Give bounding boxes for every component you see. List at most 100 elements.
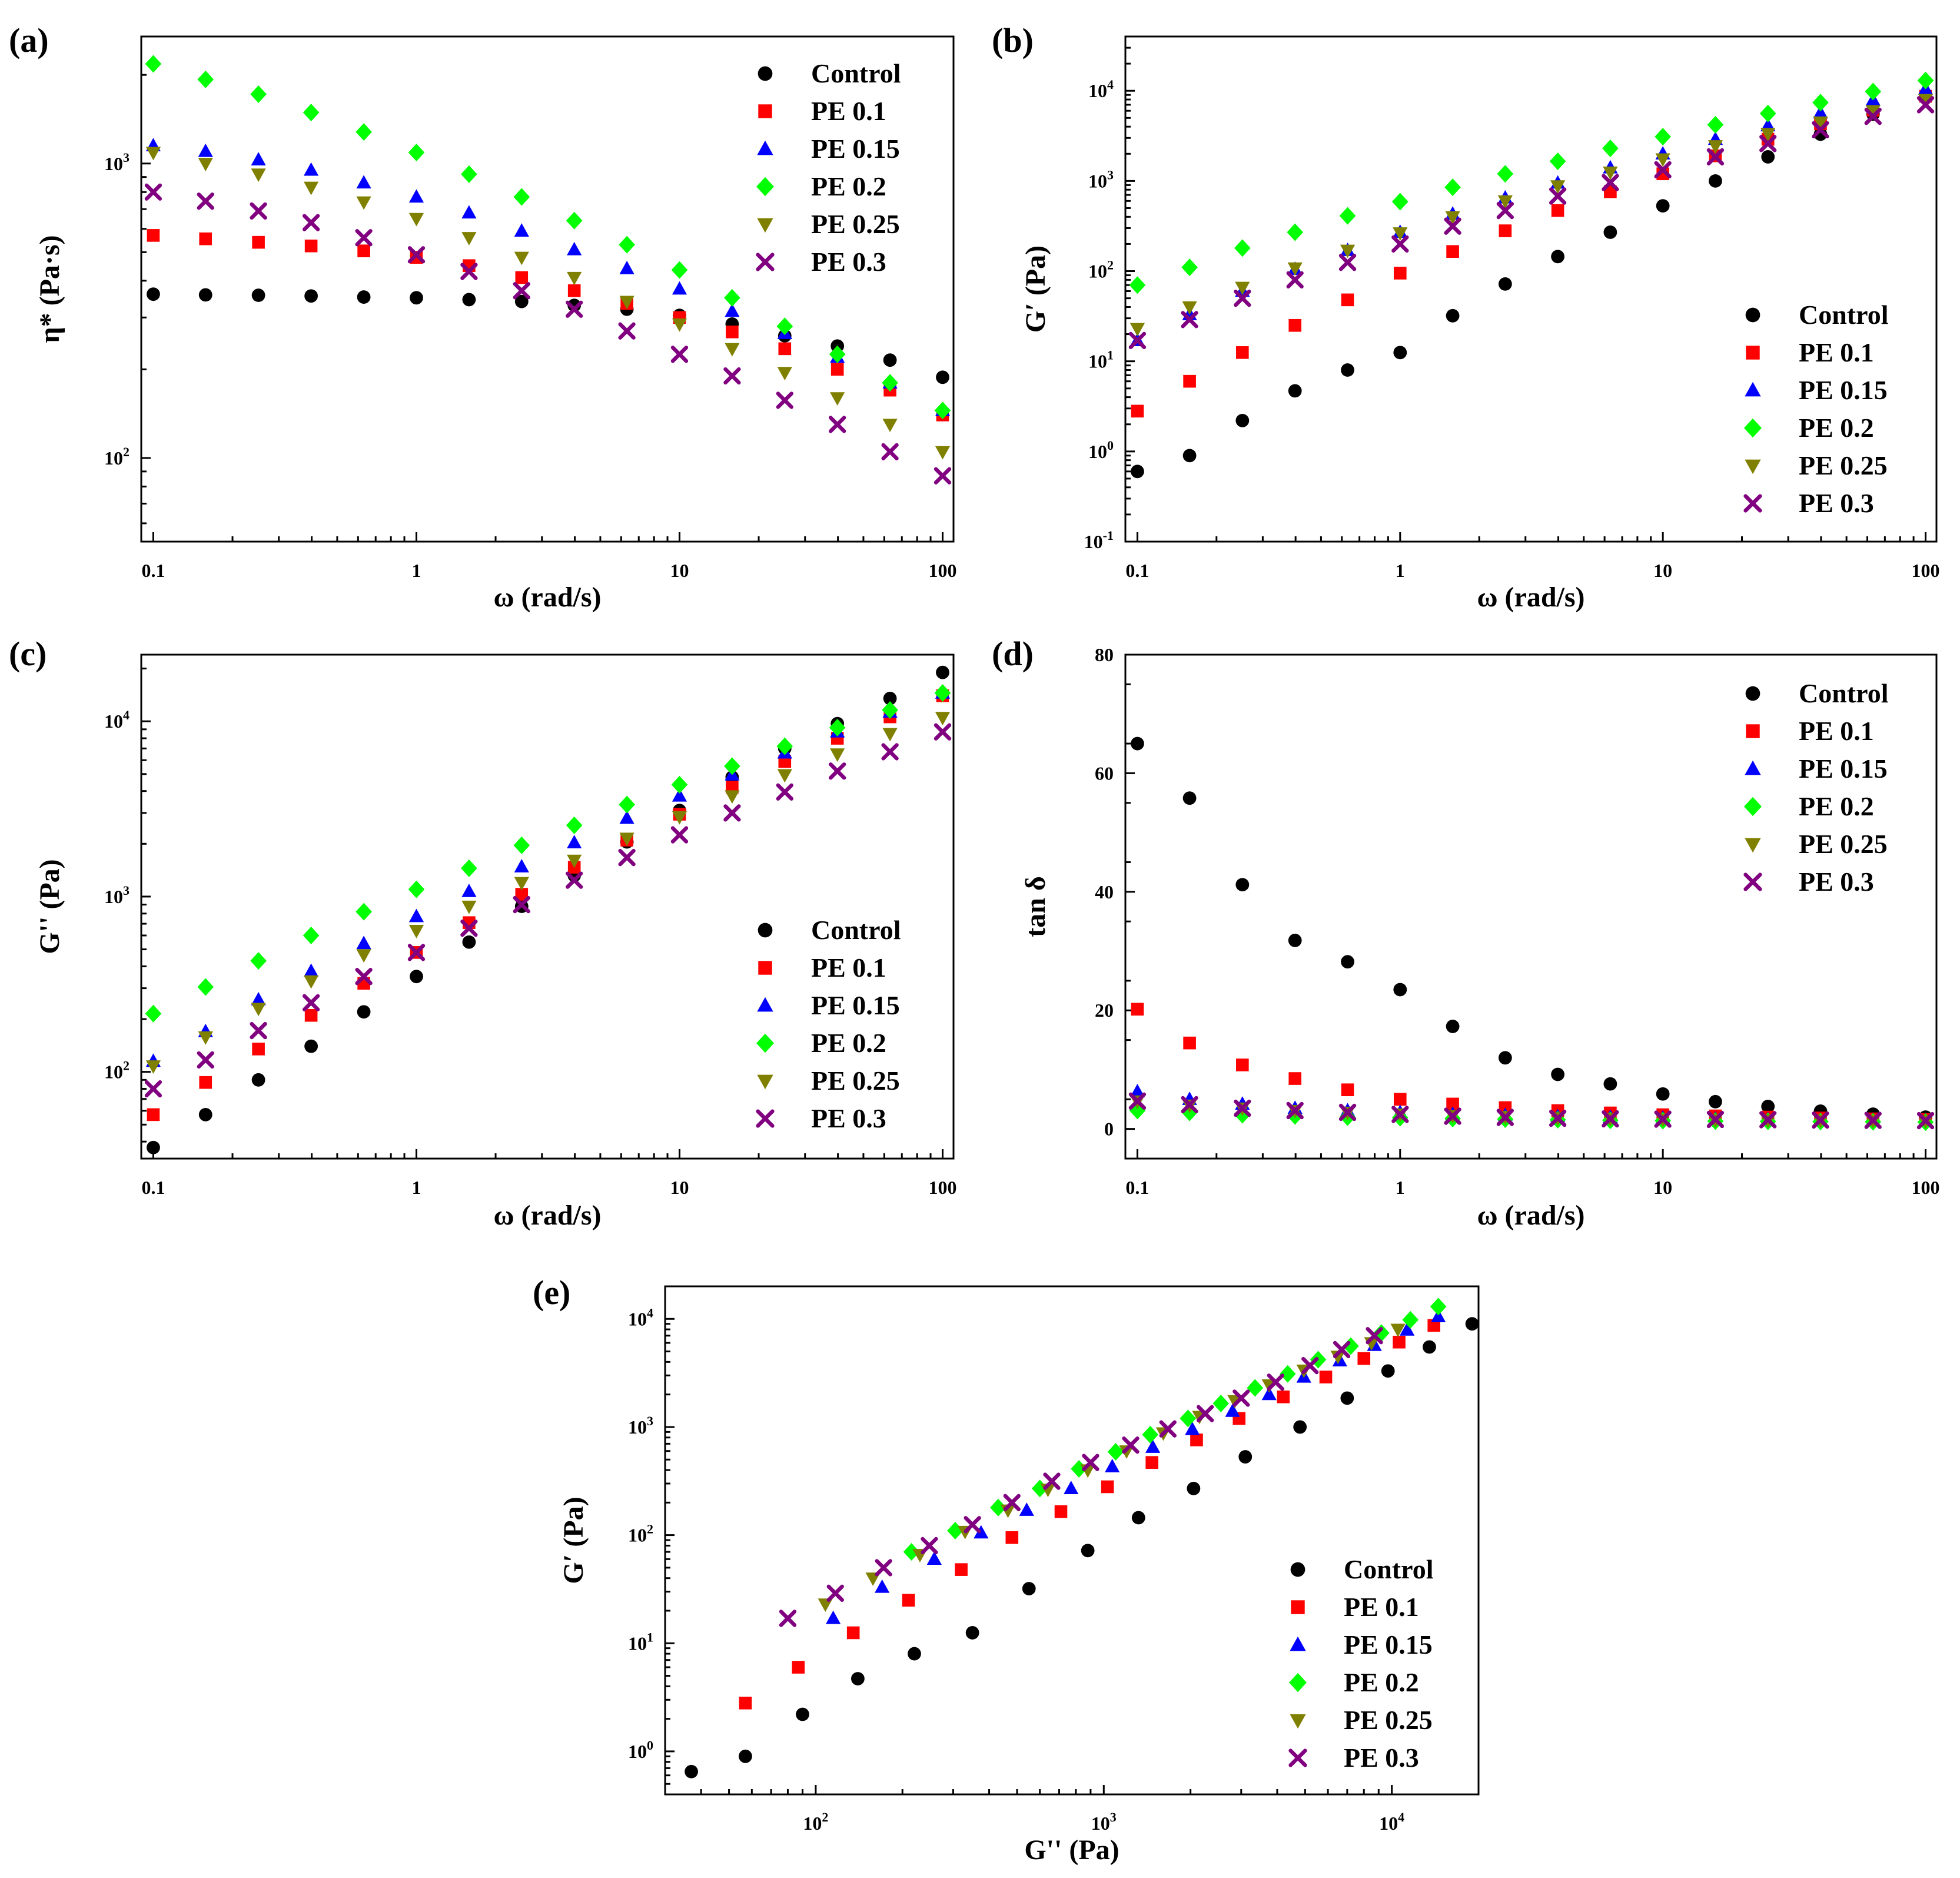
data-point-pe-02: [1247, 1379, 1264, 1397]
x-tick-label: 1: [411, 1177, 421, 1198]
data-point-pe-02: [1180, 1409, 1197, 1428]
data-point-pe-03: [250, 1021, 267, 1040]
data-point-pe-015: [974, 1525, 989, 1539]
data-point-pe-01: [1236, 346, 1249, 359]
data-point-pe-02: [145, 1004, 162, 1023]
data-points: [1128, 71, 1935, 479]
panel-label: (b): [992, 21, 1034, 59]
data-point-control: [1393, 346, 1407, 360]
legend: Control PE 0.1 PE 0.15 PE 0.2 PE 0.25 PE 0.3: [756, 915, 901, 1133]
legend-marker-pe-02: [756, 177, 774, 197]
data-point-pe-03: [1654, 1110, 1672, 1128]
data-point-pe-02: [829, 345, 846, 363]
data-point-pe-025: [935, 446, 951, 460]
data-point-control: [685, 1764, 698, 1779]
data-point-pe-025: [1119, 1445, 1134, 1459]
data-point-control: [1131, 464, 1144, 479]
data-point-pe-01: [252, 235, 265, 249]
data-point-pe-03: [670, 826, 689, 844]
data-point-control: [1235, 413, 1250, 427]
data-point-pe-01: [1277, 1390, 1290, 1403]
data-point-pe-02: [776, 317, 793, 336]
data-point-pe-01: [1341, 293, 1354, 307]
data-point-pe-02: [1391, 193, 1408, 211]
legend-marker-pe-03: [1743, 494, 1762, 513]
data-point-pe-015: [1400, 1322, 1415, 1336]
legend-marker-pe-03: [756, 253, 775, 271]
y-axis-title: G′ (Pa): [1020, 245, 1051, 333]
data-point-pe-01: [1183, 1036, 1196, 1050]
legend-label: PE 0.1: [1799, 716, 1874, 746]
data-point-pe-03: [881, 443, 899, 461]
data-point-pe-02: [1812, 94, 1829, 112]
data-point-control: [198, 1107, 212, 1122]
data-point-pe-02: [1444, 178, 1461, 197]
legend: Control PE 0.1 PE 0.15 PE 0.2 PE 0.25 PE 0.3: [756, 58, 901, 277]
x-tick-label: 100: [1912, 1177, 1940, 1198]
legend-marker-pe-02: [1744, 797, 1762, 817]
data-point-pe-03: [829, 416, 846, 433]
data-point-pe-025: [1655, 153, 1670, 167]
x-tick-label: 100: [1912, 560, 1940, 581]
data-point-pe-02: [1107, 1443, 1124, 1461]
data-point-pe-01: [1005, 1531, 1019, 1544]
data-point-pe-01: [1393, 1093, 1407, 1106]
data-point-pe-03: [1444, 1107, 1461, 1125]
data-point-pe-025: [830, 392, 845, 406]
data-point-pe-03: [1286, 271, 1304, 289]
data-point-pe-02: [461, 165, 477, 183]
legend-label: PE 0.2: [1799, 413, 1874, 443]
y-tick-label: 103: [104, 883, 129, 907]
legend-label: PE 0.15: [811, 990, 900, 1020]
legend-label: PE 0.15: [1799, 375, 1888, 405]
data-point-pe-025: [882, 728, 898, 742]
data-point-pe-02: [1865, 82, 1882, 101]
data-point-pe-03: [355, 229, 373, 247]
y-tick-label: 103: [1088, 167, 1114, 191]
data-point-control: [1341, 363, 1354, 377]
data-point-pe-03: [1444, 217, 1461, 235]
data-point-pe-025: [1182, 301, 1197, 315]
data-point-pe-02: [619, 795, 635, 814]
data-point-control: [147, 287, 160, 301]
legend-marker-pe-03: [756, 1109, 775, 1128]
legend-marker-pe-025: [757, 218, 773, 233]
data-point-pe-03: [1391, 235, 1409, 253]
data-point-pe-02: [513, 836, 530, 854]
legend-marker-pe-03: [1288, 1748, 1307, 1767]
data-point-pe-03: [1234, 289, 1251, 307]
legend-label: PE 0.25: [811, 209, 900, 239]
data-point-pe-01: [304, 239, 318, 253]
x-tick-label: 100: [928, 560, 956, 581]
x-tick-label: 1: [1396, 1177, 1405, 1198]
data-point-pe-025: [619, 832, 634, 847]
data-point-pe-015: [1064, 1481, 1079, 1494]
legend-marker-control: [1745, 307, 1760, 323]
x-tick-label: 1: [1396, 560, 1405, 581]
data-point-control: [1022, 1582, 1036, 1595]
data-point-pe-025: [1393, 227, 1408, 241]
data-point-pe-02: [197, 70, 214, 88]
data-point-pe-03: [302, 214, 320, 231]
data-point-pe-025: [1235, 281, 1250, 296]
data-point-control: [1656, 199, 1670, 213]
data-point-pe-03: [1654, 161, 1672, 179]
data-point-control: [251, 1073, 265, 1087]
legend-marker-pe-01: [1746, 724, 1760, 738]
data-point-control: [883, 691, 897, 705]
panel-label: (c): [9, 635, 46, 673]
data-point-pe-025: [408, 925, 424, 938]
data-point-control: [304, 289, 318, 303]
panel-label: (d): [992, 635, 1034, 673]
data-point-control: [965, 1626, 979, 1640]
data-point-pe-025: [356, 196, 371, 210]
plot-frame: [1124, 35, 1938, 543]
data-point-pe-01: [515, 271, 529, 284]
data-point-pe-03: [250, 202, 267, 220]
data-point-pe-01: [1190, 1434, 1203, 1446]
data-point-pe-02: [934, 402, 951, 420]
legend-marker-pe-015: [1745, 760, 1761, 775]
legend-label: PE 0.2: [811, 171, 886, 201]
legend-marker-pe-02: [1744, 418, 1762, 438]
data-point-pe-03: [1549, 1109, 1567, 1127]
